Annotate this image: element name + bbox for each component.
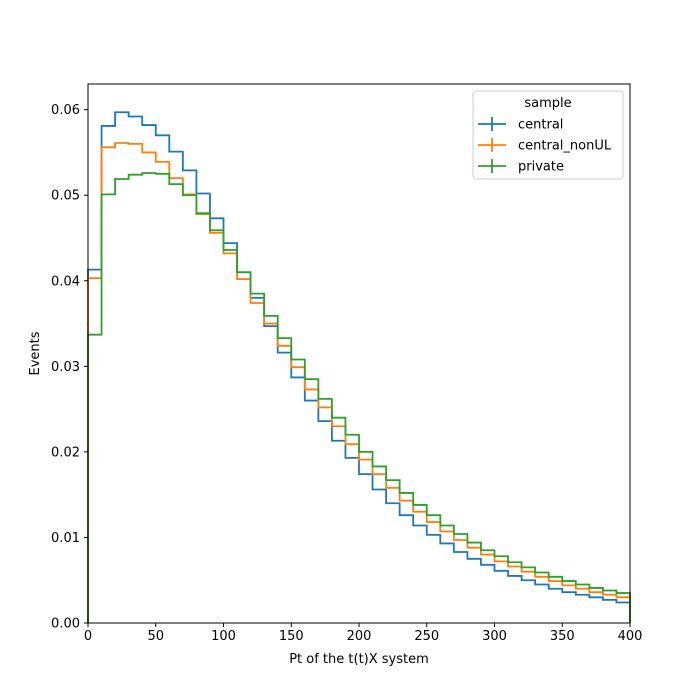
x-axis-label: Pt of the t(t)X system — [289, 652, 429, 667]
y-axis-label: Events — [28, 331, 43, 375]
legend-label-central-nonUL: central_nonUL — [518, 139, 612, 154]
x-tick-label: 400 — [618, 629, 643, 644]
y-tick-label: 0.03 — [51, 360, 80, 375]
x-tick-label: 150 — [279, 629, 304, 644]
y-tick-label: 0.01 — [51, 531, 80, 546]
legend-box — [472, 90, 624, 180]
legend-label-central: central — [518, 118, 563, 133]
x-axis-ticks: 0 50 100 150 200 250 300 350 400 — [84, 623, 643, 644]
x-tick-label: 350 — [550, 629, 575, 644]
x-tick-label: 200 — [347, 629, 372, 644]
y-tick-label: 0.04 — [51, 274, 80, 289]
series-line-central-nonUL — [87, 142, 631, 623]
y-axis-ticks: 0.00 0.01 0.02 0.03 0.04 0.05 0.06 — [51, 103, 88, 632]
legend-title: sample — [524, 96, 571, 111]
y-tick-label: 0.06 — [51, 103, 80, 118]
series-line-central — [87, 111, 631, 623]
x-tick-label: 50 — [147, 629, 164, 644]
x-tick-label: 250 — [414, 629, 439, 644]
legend-label-private: private — [518, 160, 564, 175]
y-tick-label: 0.05 — [51, 189, 80, 204]
x-tick-label: 100 — [211, 629, 236, 644]
x-tick-label: 0 — [84, 629, 92, 644]
series-line-private — [87, 172, 631, 623]
y-tick-label: 0.02 — [51, 445, 80, 460]
x-tick-label: 300 — [482, 629, 507, 644]
y-tick-label: 0.00 — [51, 617, 80, 632]
series-layer — [87, 111, 631, 623]
